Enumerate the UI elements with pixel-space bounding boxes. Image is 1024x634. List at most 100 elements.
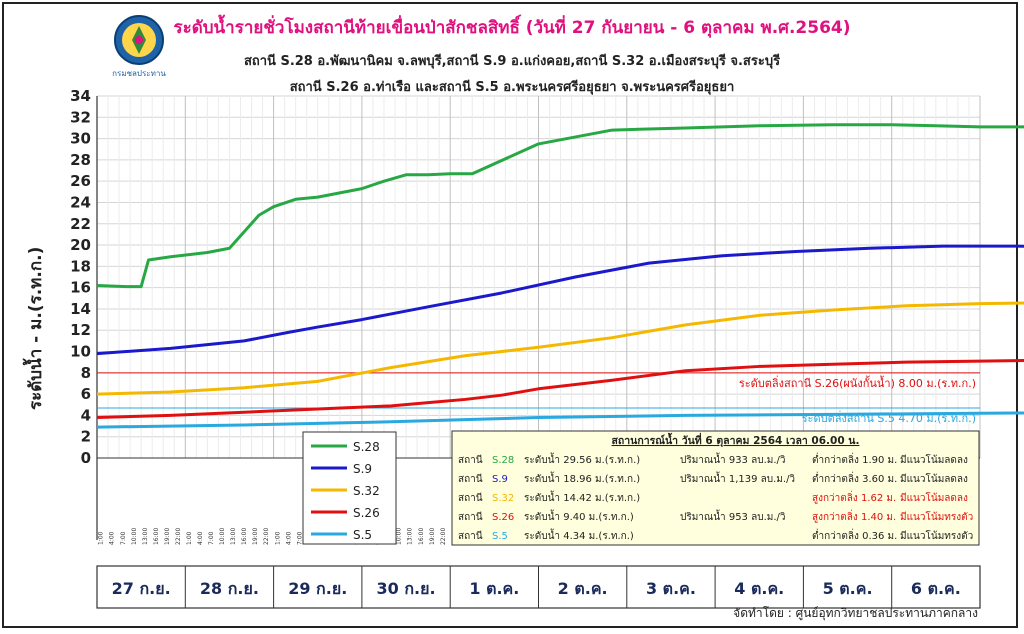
x-hour-tick-label: 7:00 — [120, 531, 127, 545]
info-row-station: S.26 — [492, 512, 514, 523]
info-row-station: S.9 — [492, 474, 508, 485]
x-hour-tick-label: 16:00 — [153, 528, 160, 545]
series-line-S28 — [96, 123, 1024, 289]
info-row-level: ระดับน้ำ 18.96 ม.(ร.ท.ก.) — [524, 471, 640, 485]
chart-title: ระดับน้ำรายชั่วโมงสถานีท้ายเขื่อนป่าสักช… — [173, 18, 851, 38]
info-row-level: ระดับน้ำ 4.34 ม.(ร.ท.ก.) — [524, 528, 634, 542]
info-row-prefix: สถานี — [458, 473, 483, 485]
y-tick-label: 8 — [81, 364, 91, 382]
info-row-trend: มีแนวโน้มทรงตัว — [900, 510, 973, 523]
info-row-trend: มีแนวโน้มลดลง — [900, 453, 968, 466]
x-day-label: 5 ต.ค. — [823, 579, 873, 598]
x-day-label: 1 ต.ค. — [469, 579, 519, 598]
y-tick-label: 32 — [70, 108, 91, 126]
info-row-flow: ปริมาณน้ำ 953 ลบ.ม./วิ — [680, 509, 786, 523]
y-tick-label: 22 — [70, 215, 91, 233]
chart-subtitle-2: สถานี S.26 อ.ท่าเรือ และสถานี S.5 อ.พระน… — [289, 80, 735, 95]
x-hour-tick-label: 19:00 — [429, 528, 436, 545]
legend-label: S.28 — [353, 440, 380, 454]
info-row-bank: ต่ำกว่าตลิ่ง 1.90 ม. — [812, 452, 897, 466]
info-row-trend: มีแนวโน้มลดลง — [900, 491, 968, 504]
legend-label: S.5 — [353, 528, 372, 542]
info-row-level: ระดับน้ำ 9.40 ม.(ร.ท.ก.) — [524, 509, 634, 523]
x-day-label: 30 ก.ย. — [377, 579, 436, 598]
legend-label: S.9 — [353, 462, 372, 476]
y-tick-label: 4 — [81, 406, 91, 424]
x-hour-tick-label: 4:00 — [197, 531, 204, 545]
info-row-flow: ปริมาณน้ำ 933 ลบ.ม./วิ — [680, 452, 786, 466]
x-hour-tick-label: 1:00 — [186, 531, 193, 545]
info-row-trend: มีแนวโน้มลดลง — [900, 472, 968, 485]
y-tick-label: 28 — [70, 151, 91, 169]
series-line-S32 — [96, 301, 1024, 396]
x-hour-tick-label: 16:00 — [418, 528, 425, 545]
y-tick-label: 30 — [70, 130, 91, 148]
bank-level-label: ระดับตลิ่งสถานี S.26(ผนังกั้นน้ำ) 8.00 ม… — [739, 375, 976, 390]
y-tick-label: 6 — [81, 385, 91, 403]
y-tick-label: 10 — [70, 343, 91, 361]
credit-text: จัดทำโดย : ศูนย์อุทกวิทยาชลประทานภาคกลาง — [733, 606, 978, 620]
y-tick-label: 2 — [81, 428, 91, 446]
y-tick-label: 18 — [70, 257, 91, 275]
x-hour-tick-label: 10:00 — [396, 528, 403, 545]
info-box — [451, 430, 980, 546]
x-hour-tick-label: 10:00 — [219, 528, 226, 545]
y-tick-label: 14 — [70, 300, 91, 318]
x-hour-tick-label: 13:00 — [230, 528, 237, 545]
info-row-flow: ปริมาณน้ำ 1,139 ลบ.ม./วิ — [680, 471, 795, 485]
x-day-label: 3 ต.ค. — [646, 579, 696, 598]
info-row-bank: สูงกว่าตลิ่ง 1.40 ม. — [812, 509, 896, 523]
y-tick-label: 0 — [81, 449, 91, 467]
x-hour-tick-label: 7:00 — [296, 531, 303, 545]
royal-irrigation-logo: กรมชลประทาน — [112, 15, 166, 78]
x-day-label: 27 ก.ย. — [112, 579, 171, 598]
y-tick-label: 12 — [70, 321, 91, 339]
y-tick-label: 16 — [70, 279, 91, 297]
legend-label: S.32 — [353, 484, 380, 498]
x-hour-tick-label: 19:00 — [164, 528, 171, 545]
x-day-label: 28 ก.ย. — [200, 579, 259, 598]
info-row-bank: ต่ำกว่าตลิ่ง 0.36 ม. — [812, 528, 897, 542]
x-hour-tick-label: 13:00 — [142, 528, 149, 545]
x-day-label: 29 ก.ย. — [288, 579, 347, 598]
x-hour-tick-label: 7:00 — [208, 531, 215, 545]
x-hour-tick-label: 1:00 — [274, 531, 281, 545]
info-row-bank: ต่ำกว่าตลิ่ง 3.60 ม. — [812, 471, 897, 485]
series-line-S5 — [96, 411, 1024, 429]
legend-box — [302, 431, 397, 545]
legend-label: S.26 — [353, 506, 380, 520]
info-row-prefix: สถานี — [458, 492, 483, 504]
x-hour-tick-label: 19:00 — [252, 528, 259, 545]
info-row-station: S.32 — [492, 493, 514, 504]
x-hour-tick-label: 4:00 — [285, 531, 292, 545]
info-row-level: ระดับน้ำ 29.56 ม.(ร.ท.ก.) — [524, 452, 640, 466]
y-tick-label: 34 — [70, 87, 91, 105]
info-row-prefix: สถานี — [458, 511, 483, 523]
x-hour-tick-label: 1:00 — [98, 531, 105, 545]
info-row-station: S.28 — [492, 455, 514, 466]
info-row-level: ระดับน้ำ 14.42 ม.(ร.ท.ก.) — [524, 490, 640, 504]
x-hour-tick-label: 22:00 — [263, 528, 270, 545]
y-tick-label: 20 — [70, 236, 91, 254]
x-hour-tick-label: 10:00 — [131, 528, 138, 545]
x-hour-tick-label: 4:00 — [109, 531, 116, 545]
info-row-prefix: สถานี — [458, 454, 483, 466]
info-row-prefix: สถานี — [458, 530, 483, 542]
x-hour-tick-label: 13:00 — [407, 528, 414, 545]
chart-subtitle-1: สถานี S.28 อ.พัฒนานิคม จ.ลพบุรี,สถานี S.… — [243, 54, 781, 69]
info-row-bank: สูงกว่าตลิ่ง 1.62 ม. — [812, 490, 896, 504]
series-line-S26 — [96, 358, 1024, 420]
x-hour-tick-label: 16:00 — [241, 528, 248, 545]
x-day-label: 6 ต.ค. — [911, 579, 961, 598]
info-row-trend: มีแนวโน้มทรงตัว — [900, 529, 973, 542]
series-line-S9 — [96, 244, 1024, 356]
info-box-title: สถานการณ์น้ำ วันที่ 6 ตุลาคม 2564 เวลา 0… — [612, 432, 860, 448]
y-tick-label: 26 — [70, 172, 91, 190]
x-hour-tick-label: 22:00 — [440, 528, 447, 545]
x-day-label: 2 ต.ค. — [558, 579, 608, 598]
x-hour-tick-label: 22:00 — [175, 528, 182, 545]
logo-caption: กรมชลประทาน — [112, 69, 166, 78]
y-tick-label: 24 — [70, 193, 91, 211]
x-day-label: 4 ต.ค. — [734, 579, 784, 598]
